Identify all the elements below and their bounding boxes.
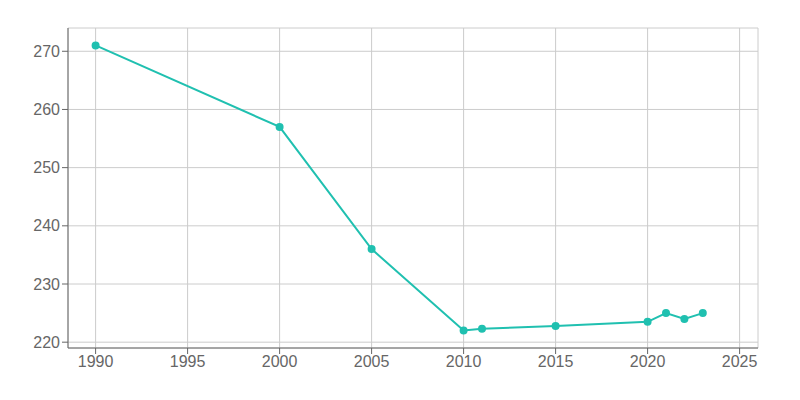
svg-text:230: 230	[33, 276, 60, 293]
svg-text:220: 220	[33, 334, 60, 351]
svg-text:240: 240	[33, 217, 60, 234]
svg-text:2010: 2010	[446, 353, 482, 370]
svg-text:1995: 1995	[170, 353, 206, 370]
svg-text:260: 260	[33, 101, 60, 118]
svg-text:250: 250	[33, 159, 60, 176]
svg-text:2015: 2015	[538, 353, 574, 370]
svg-text:2000: 2000	[262, 353, 298, 370]
svg-text:2020: 2020	[630, 353, 666, 370]
svg-text:2005: 2005	[354, 353, 390, 370]
svg-text:1990: 1990	[78, 353, 114, 370]
svg-text:2025: 2025	[722, 353, 758, 370]
svg-text:270: 270	[33, 43, 60, 60]
